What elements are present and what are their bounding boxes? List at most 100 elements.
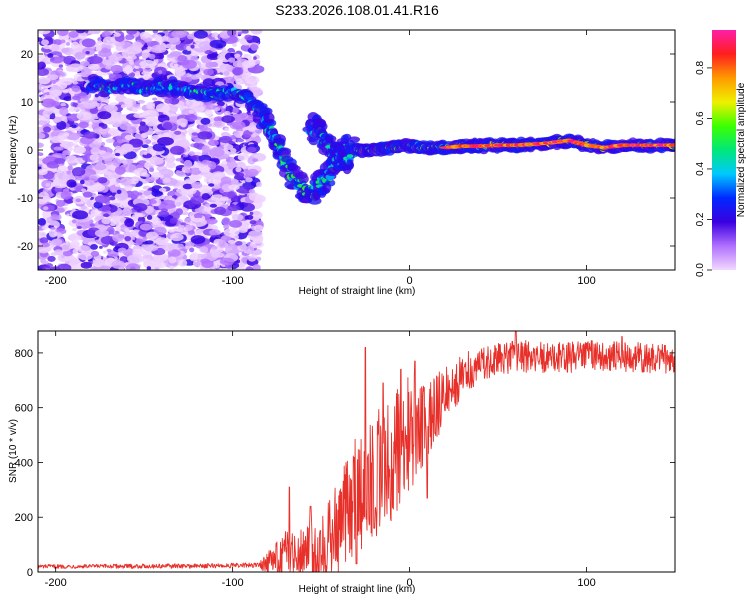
noise-cell	[51, 136, 61, 143]
noise-cell	[51, 43, 60, 52]
noise-cell	[131, 41, 143, 50]
noise-cell	[109, 241, 115, 246]
noise-cell	[190, 49, 195, 54]
noise-cell	[255, 60, 261, 65]
colorbar-tick-label: 0.2	[695, 212, 706, 226]
noise-cell	[38, 54, 46, 58]
noise-cell	[253, 56, 257, 60]
noise-cell	[205, 104, 217, 110]
noise-cell	[252, 264, 261, 270]
ridge-cell	[346, 159, 353, 164]
noise-cell	[133, 103, 141, 108]
noise-cell	[105, 138, 115, 144]
noise-cell	[214, 206, 226, 215]
noise-cell	[230, 134, 236, 140]
noise-cell	[124, 235, 132, 242]
noise-cell	[231, 178, 239, 187]
noise-cell	[65, 154, 78, 164]
spectrogram-y-tick-label: -10	[17, 193, 33, 205]
noise-cell	[175, 158, 183, 162]
noise-cell	[56, 207, 65, 213]
noise-cell	[141, 110, 159, 120]
noise-cell	[208, 148, 225, 157]
noise-cell	[135, 70, 141, 76]
noise-cell	[53, 39, 63, 46]
noise-cell	[152, 217, 161, 226]
noise-cell	[143, 151, 148, 155]
noise-cell	[124, 228, 130, 233]
noise-cell	[189, 247, 195, 253]
ridge-cell	[346, 154, 354, 158]
noise-cell	[177, 243, 184, 249]
noise-cell	[248, 256, 256, 262]
noise-cell	[71, 219, 77, 224]
noise-cell	[42, 206, 49, 211]
noise-cell	[114, 217, 119, 222]
noise-cell	[235, 241, 243, 246]
colorbar-tick-label: 0.6	[695, 111, 706, 125]
colorbar-tick-label: 0.4	[695, 162, 706, 176]
noise-cell	[213, 116, 225, 123]
noise-cell	[141, 132, 148, 139]
noise-cell	[82, 191, 93, 198]
noise-cell	[138, 124, 150, 133]
noise-cell	[243, 129, 253, 138]
noise-cell	[89, 154, 99, 161]
noise-cell	[227, 204, 240, 212]
noise-cell	[218, 240, 227, 248]
noise-cell	[128, 47, 134, 53]
noise-cell	[185, 224, 193, 231]
noise-cell	[235, 166, 242, 173]
noise-cell	[247, 156, 256, 165]
noise-cell	[81, 188, 87, 193]
noise-cell	[38, 68, 50, 76]
noise-cell	[115, 192, 129, 201]
noise-cell	[88, 63, 100, 70]
noise-cell	[201, 260, 214, 269]
noise-cell	[232, 130, 239, 135]
noise-cell	[145, 240, 154, 245]
noise-cell	[174, 130, 182, 135]
noise-cell	[150, 44, 167, 54]
noise-cell	[246, 214, 254, 220]
noise-cell	[236, 138, 245, 143]
noise-cell	[130, 190, 140, 199]
noise-cell	[38, 119, 48, 126]
noise-cell	[120, 207, 133, 217]
noise-cell	[127, 254, 145, 264]
noise-cell	[173, 63, 179, 68]
noise-cell	[108, 53, 123, 62]
noise-cell	[158, 210, 170, 218]
noise-cell	[38, 83, 42, 89]
noise-cell	[53, 146, 62, 151]
noise-cell	[63, 132, 70, 137]
noise-cell	[190, 55, 197, 61]
noise-cell	[124, 218, 135, 228]
noise-cell	[253, 210, 261, 216]
noise-cell	[38, 132, 46, 140]
noise-cell	[193, 262, 201, 267]
noise-cell	[169, 265, 175, 270]
noise-cell	[38, 191, 49, 201]
noise-cell	[75, 174, 84, 181]
noise-cell	[162, 121, 173, 131]
noise-cell	[165, 43, 174, 49]
noise-cell	[90, 243, 98, 250]
noise-cell	[201, 159, 211, 165]
noise-cell	[83, 131, 97, 139]
noise-cell	[193, 142, 200, 149]
noise-cell	[256, 256, 262, 261]
noise-cell	[155, 178, 163, 185]
noise-cell	[66, 170, 72, 175]
noise-cell	[148, 53, 156, 60]
noise-cell	[158, 134, 164, 138]
noise-cell	[48, 74, 59, 81]
spectrogram-y-tick-label: 0	[27, 145, 33, 157]
noise-cell	[241, 180, 246, 184]
noise-cell	[124, 64, 133, 72]
noise-cell	[227, 239, 236, 244]
ridge-cell	[346, 156, 354, 161]
noise-cell	[67, 165, 73, 171]
noise-cell	[230, 148, 237, 154]
noise-cell	[211, 246, 218, 250]
